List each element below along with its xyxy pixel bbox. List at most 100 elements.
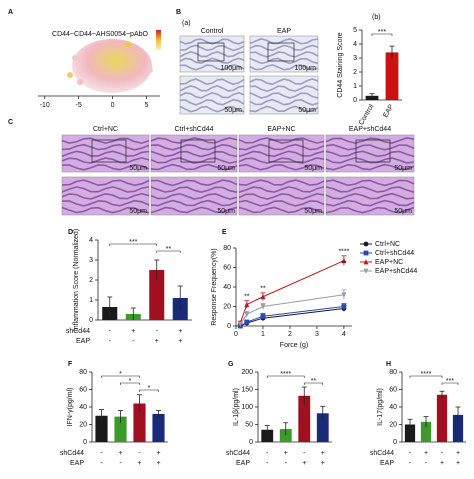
bar (298, 395, 311, 442)
y-axis-label: Inflammation Score (Normalized) (73, 229, 80, 331)
series-line (240, 307, 344, 327)
condition-mark: - (109, 338, 112, 345)
bar (452, 414, 464, 442)
significance-label: **** (338, 249, 349, 256)
condition-mark: - (285, 460, 288, 467)
scale-bar-label: 50μm (129, 165, 147, 172)
x-tick-label: EAP (382, 103, 395, 119)
tissue-fold (179, 105, 245, 113)
y-axis-label: IL-1β(pg/ml) (233, 388, 240, 426)
x-tick-label: Control (358, 103, 376, 126)
micrograph (61, 176, 150, 216)
y-tick-label: 1 (353, 83, 357, 90)
y-tick-label: 40 (79, 404, 87, 411)
umap-cluster (72, 55, 78, 61)
tissue-fold (179, 64, 245, 71)
tissue-fold (325, 137, 415, 144)
y-tick-label: 60 (389, 386, 397, 393)
column-label: Control (201, 28, 224, 35)
panel-label: F (68, 361, 73, 368)
tissue-fold (325, 157, 415, 164)
tissue-fold (249, 51, 319, 58)
tissue-fold (61, 137, 150, 144)
y-tick-label: 20 (389, 421, 397, 428)
micrograph (249, 35, 319, 73)
sub-label: (b) (372, 14, 381, 21)
tissue-fold (325, 206, 415, 214)
significance-label: **** (280, 371, 291, 378)
tissue-fold (179, 85, 245, 92)
tissue-fold (179, 91, 245, 99)
tissue-fold (179, 57, 245, 65)
x-tick-label: 0 (111, 102, 115, 109)
tissue-fold (325, 192, 415, 200)
condition-mark: + (424, 450, 428, 457)
condition-mark: + (131, 328, 135, 335)
tissue-fold (325, 199, 415, 207)
micrograph (238, 134, 325, 173)
significance-bracket (109, 243, 158, 246)
marker (260, 304, 266, 310)
bar (261, 429, 274, 442)
condition-mark: + (440, 460, 444, 467)
significance-label: **** (421, 371, 432, 378)
significance-bracket (409, 375, 443, 378)
scale-bar-label: 100μm (220, 65, 242, 72)
zoom-box (268, 139, 304, 163)
micrograph (150, 176, 238, 216)
tissue-fold (249, 38, 319, 45)
scale-bar-label: 50μm (217, 165, 235, 172)
condition-mark: + (302, 460, 306, 467)
column-label: Ctrl+shCd44 (174, 126, 213, 133)
x-tick-label: -10 (40, 102, 50, 109)
x-tick-label: 2 (288, 331, 292, 338)
marker (341, 304, 347, 309)
significance-bracket (139, 389, 159, 392)
micrograph (61, 134, 150, 173)
zoom-box (355, 139, 391, 163)
condition-mark: - (119, 460, 122, 467)
image-bg (249, 35, 319, 73)
umap-cluster (147, 67, 153, 73)
condition-mark: - (425, 460, 428, 467)
condition-name: EAP (76, 338, 90, 345)
x-tick-label: 5 (144, 102, 148, 109)
condition-mark: - (266, 450, 269, 457)
condition-mark: + (456, 460, 460, 467)
scale-bar-label: 50μm (304, 165, 322, 172)
x-tick-label: 3 (315, 331, 319, 338)
bar (279, 429, 292, 442)
condition-mark: + (155, 338, 159, 345)
condition-mark: + (118, 450, 122, 457)
condition-mark: + (156, 450, 160, 457)
series-line (240, 306, 344, 327)
significance-label: *** (446, 378, 454, 385)
panel-label: D (68, 229, 73, 236)
tissue-fold (150, 199, 238, 207)
significance-bracket (120, 382, 140, 385)
micrograph (325, 134, 415, 173)
tissue-fold (179, 78, 245, 86)
tissue-fold (249, 44, 319, 52)
x-tick-label: 4 (342, 331, 346, 338)
condition-mark: - (100, 450, 103, 457)
marker (363, 250, 369, 256)
scale-bar-label: 100μm (294, 65, 316, 72)
tissue-fold (325, 186, 415, 193)
condition-mark: - (156, 328, 159, 335)
significance-bracket (441, 382, 459, 385)
panel-label: C (8, 119, 13, 126)
y-tick-label: 2 (353, 69, 357, 76)
condition-mark: - (109, 328, 112, 335)
y-tick-label: 0 (227, 323, 231, 330)
tissue-fold (179, 98, 245, 106)
sub-label: (a) (182, 20, 191, 27)
marker (244, 301, 250, 307)
significance-bracket (303, 382, 324, 385)
y-tick-label: 1 (89, 297, 93, 304)
tissue-fold (238, 199, 325, 207)
condition-name: EAP (380, 460, 394, 467)
condition-mark: + (178, 328, 182, 335)
tissue-fold (325, 163, 415, 171)
significance-label: *** (378, 29, 386, 36)
